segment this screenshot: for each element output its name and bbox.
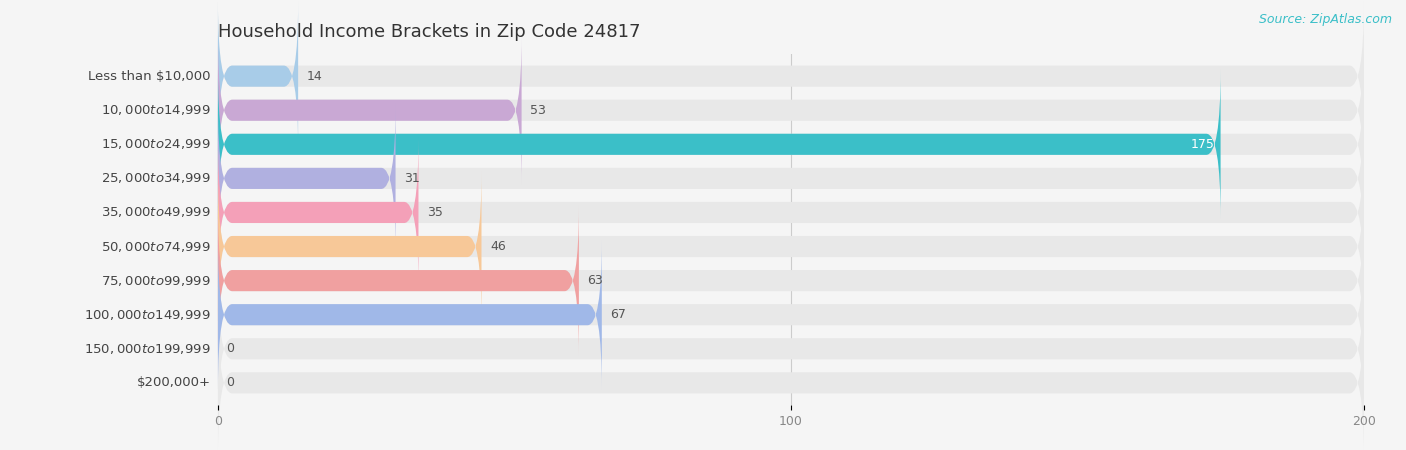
Text: 14: 14 xyxy=(307,70,322,83)
Text: 31: 31 xyxy=(404,172,420,185)
FancyBboxPatch shape xyxy=(218,206,579,355)
Text: $100,000 to $149,999: $100,000 to $149,999 xyxy=(84,308,211,322)
FancyBboxPatch shape xyxy=(218,36,1364,185)
Text: $25,000 to $34,999: $25,000 to $34,999 xyxy=(101,171,211,185)
Text: 35: 35 xyxy=(427,206,443,219)
Text: $50,000 to $74,999: $50,000 to $74,999 xyxy=(101,239,211,253)
FancyBboxPatch shape xyxy=(218,274,1364,423)
Text: 67: 67 xyxy=(610,308,626,321)
Text: $10,000 to $14,999: $10,000 to $14,999 xyxy=(101,103,211,117)
FancyBboxPatch shape xyxy=(218,138,419,287)
FancyBboxPatch shape xyxy=(218,1,298,151)
Text: 46: 46 xyxy=(491,240,506,253)
FancyBboxPatch shape xyxy=(218,1,1364,151)
Text: $200,000+: $200,000+ xyxy=(136,376,211,389)
FancyBboxPatch shape xyxy=(218,240,1364,389)
Text: 0: 0 xyxy=(226,342,235,355)
Text: 63: 63 xyxy=(588,274,603,287)
FancyBboxPatch shape xyxy=(218,104,395,253)
Text: $150,000 to $199,999: $150,000 to $199,999 xyxy=(84,342,211,356)
Text: Source: ZipAtlas.com: Source: ZipAtlas.com xyxy=(1258,14,1392,27)
FancyBboxPatch shape xyxy=(218,70,1364,219)
FancyBboxPatch shape xyxy=(218,138,1364,287)
Text: 53: 53 xyxy=(530,104,546,117)
Text: $75,000 to $99,999: $75,000 to $99,999 xyxy=(101,274,211,288)
Text: 0: 0 xyxy=(226,376,235,389)
FancyBboxPatch shape xyxy=(218,70,1220,219)
Text: Less than $10,000: Less than $10,000 xyxy=(89,70,211,83)
FancyBboxPatch shape xyxy=(218,206,1364,355)
Text: 175: 175 xyxy=(1191,138,1215,151)
FancyBboxPatch shape xyxy=(218,104,1364,253)
FancyBboxPatch shape xyxy=(218,172,1364,321)
FancyBboxPatch shape xyxy=(218,308,1364,450)
Text: $15,000 to $24,999: $15,000 to $24,999 xyxy=(101,137,211,151)
Text: Household Income Brackets in Zip Code 24817: Household Income Brackets in Zip Code 24… xyxy=(218,23,640,41)
FancyBboxPatch shape xyxy=(218,240,602,389)
FancyBboxPatch shape xyxy=(218,36,522,185)
FancyBboxPatch shape xyxy=(218,172,481,321)
Text: $35,000 to $49,999: $35,000 to $49,999 xyxy=(101,206,211,220)
